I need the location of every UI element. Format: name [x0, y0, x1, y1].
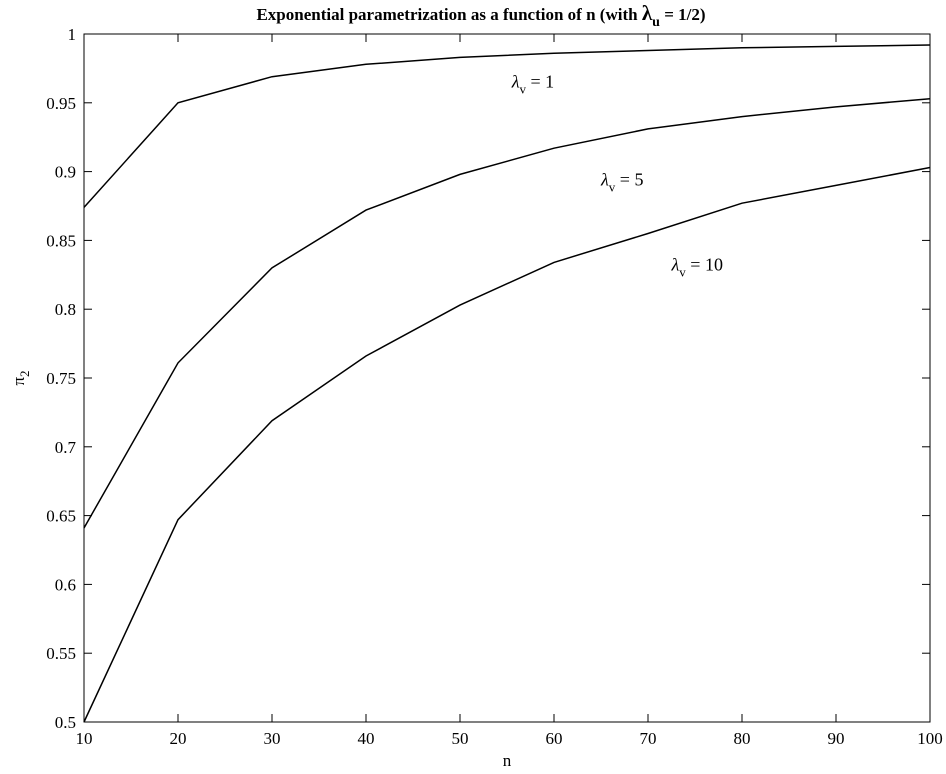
y-tick-label: 0.55: [46, 644, 76, 663]
y-tick-label: 0.9: [55, 163, 76, 182]
x-tick-label: 20: [170, 729, 187, 748]
annotation-symbol: λ: [600, 169, 609, 189]
annotation-subscript: v: [679, 265, 686, 280]
curve-annotation: λv = 5: [600, 169, 643, 194]
annotation-subscript: v: [519, 82, 526, 97]
series-line-2: [83, 97, 931, 529]
curve-annotation: λv = 1: [511, 72, 554, 97]
x-tick-label: 60: [546, 729, 563, 748]
y-tick-label: 0.75: [46, 369, 76, 388]
curve-annotations: λv = 1λv = 5λv = 10: [511, 72, 723, 280]
y-axis-label-symbol: π: [9, 377, 28, 386]
series-line-3: [83, 166, 931, 723]
annotation-symbol: λ: [671, 255, 680, 275]
x-tick-label: 50: [452, 729, 469, 748]
chart-title: Exponential parametrization as a functio…: [256, 1, 705, 30]
chart-title-suffix: = 1/2): [660, 5, 706, 24]
annotation-value: = 10: [686, 255, 723, 275]
x-tick-label: 30: [264, 729, 281, 748]
y-axis-label: π2: [9, 370, 32, 385]
x-tick-label: 90: [828, 729, 845, 748]
axis-ticks: [83, 33, 931, 723]
annotation-symbol: λ: [511, 72, 520, 92]
y-tick-label: 0.85: [46, 231, 76, 250]
y-tick-label: 0.95: [46, 94, 76, 113]
y-tick-label: 0.6: [55, 575, 76, 594]
curve-annotation: λv = 10: [671, 255, 723, 280]
x-tick-label: 70: [640, 729, 657, 748]
annotation-value: = 1: [526, 72, 554, 92]
y-tick-label: 0.7: [55, 438, 77, 457]
chart-title-subscript: u: [652, 15, 660, 30]
y-axis-label-subscript: 2: [17, 370, 32, 377]
y-tick-label: 0.8: [55, 300, 76, 319]
series-lines: [83, 44, 931, 723]
annotation-subscript: v: [609, 179, 616, 194]
y-tick-label: 0.5: [55, 713, 76, 732]
x-tick-label: 100: [917, 729, 943, 748]
x-tick-label: 10: [76, 729, 93, 748]
y-tick-label: 0.65: [46, 507, 76, 526]
y-tick-label: 1: [68, 25, 77, 44]
x-tick-label: 40: [358, 729, 375, 748]
chart-title-prefix: Exponential parametrization as a functio…: [256, 5, 641, 24]
y-tick-labels: 0.5 0.55 0.6 0.65 0.7 0.75 0.8 0.85 0.9 0.95 1: [46, 25, 76, 732]
x-axis-label: n: [503, 751, 512, 770]
series-line-1: [83, 44, 931, 208]
annotation-value: = 5: [615, 169, 643, 189]
chart-title-lambda: λ: [642, 1, 653, 25]
plot-area: [83, 33, 931, 723]
x-tick-label: 80: [734, 729, 751, 748]
x-tick-labels: 10 20 30 40 50 60 70 80 90 100: [76, 729, 943, 748]
